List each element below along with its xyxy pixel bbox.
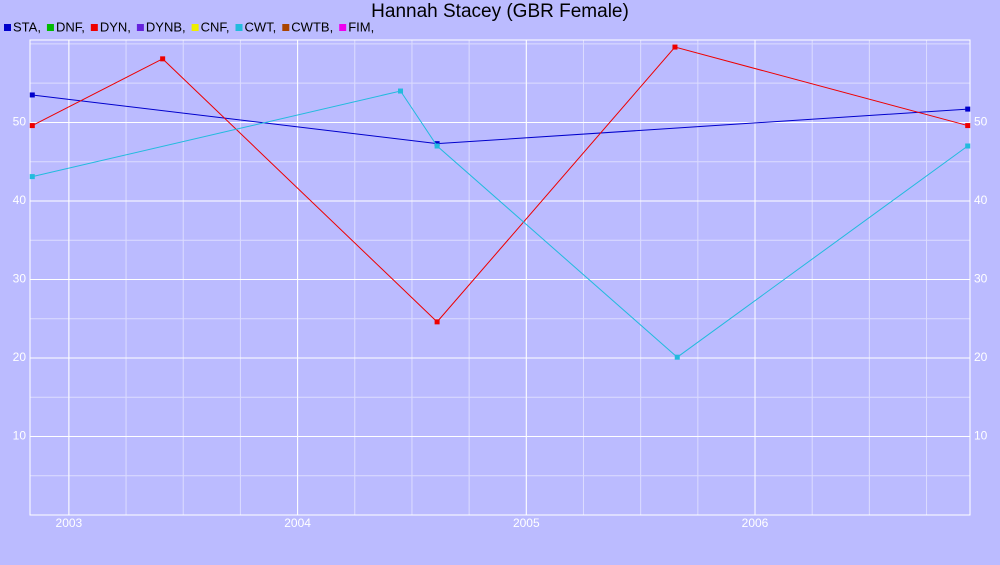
- point-marker: [29, 92, 35, 98]
- x-tick-label: 2006: [742, 516, 769, 530]
- x-tick-label: 2004: [284, 516, 311, 530]
- y2-tick-label: 50: [974, 115, 988, 129]
- point-marker: [29, 123, 35, 129]
- legend-swatch: [90, 24, 98, 31]
- point-marker: [674, 354, 680, 360]
- point-marker: [398, 88, 404, 94]
- plot-frame: [29, 39, 971, 516]
- legend-label: CWTB,: [291, 19, 333, 34]
- point-marker: [434, 143, 440, 149]
- legend-swatch: [136, 24, 144, 31]
- chart-title: Hannah Stacey (GBR Female): [371, 1, 629, 22]
- point-marker: [965, 106, 971, 112]
- point-marker: [965, 123, 971, 129]
- legend-label: DYNB,: [146, 19, 186, 34]
- legend-label: FIM,: [348, 19, 374, 34]
- legend-label: CWT,: [245, 19, 277, 34]
- point-marker: [160, 56, 166, 62]
- y2-tick-label: 40: [974, 193, 988, 207]
- y-tick-label: 10: [13, 429, 27, 443]
- y-tick-label: 30: [13, 272, 27, 286]
- y-tick-label: 20: [13, 350, 27, 364]
- legend-swatch: [339, 24, 347, 31]
- y2-tick-label: 30: [974, 272, 988, 286]
- y-tick-label: 40: [13, 193, 27, 207]
- point-marker: [434, 319, 440, 325]
- x-tick-label: 2005: [513, 516, 540, 530]
- point-marker: [29, 174, 35, 180]
- legend-swatch: [46, 24, 54, 31]
- y2-tick-label: 10: [974, 429, 988, 443]
- legend-swatch: [282, 24, 290, 31]
- legend-label: DYN,: [100, 19, 131, 34]
- legend-swatch: [235, 24, 243, 31]
- point-marker: [672, 44, 678, 50]
- legend-swatch: [4, 24, 11, 31]
- x-tick-label: 2003: [56, 516, 83, 530]
- legend-label: DNF,: [56, 19, 85, 34]
- y2-tick-label: 20: [974, 350, 988, 364]
- y-tick-label: 50: [13, 115, 27, 129]
- legend-swatch: [191, 24, 199, 31]
- point-marker: [965, 143, 971, 149]
- legend-label: STA,: [13, 19, 41, 34]
- legend-label: CNF,: [201, 19, 230, 34]
